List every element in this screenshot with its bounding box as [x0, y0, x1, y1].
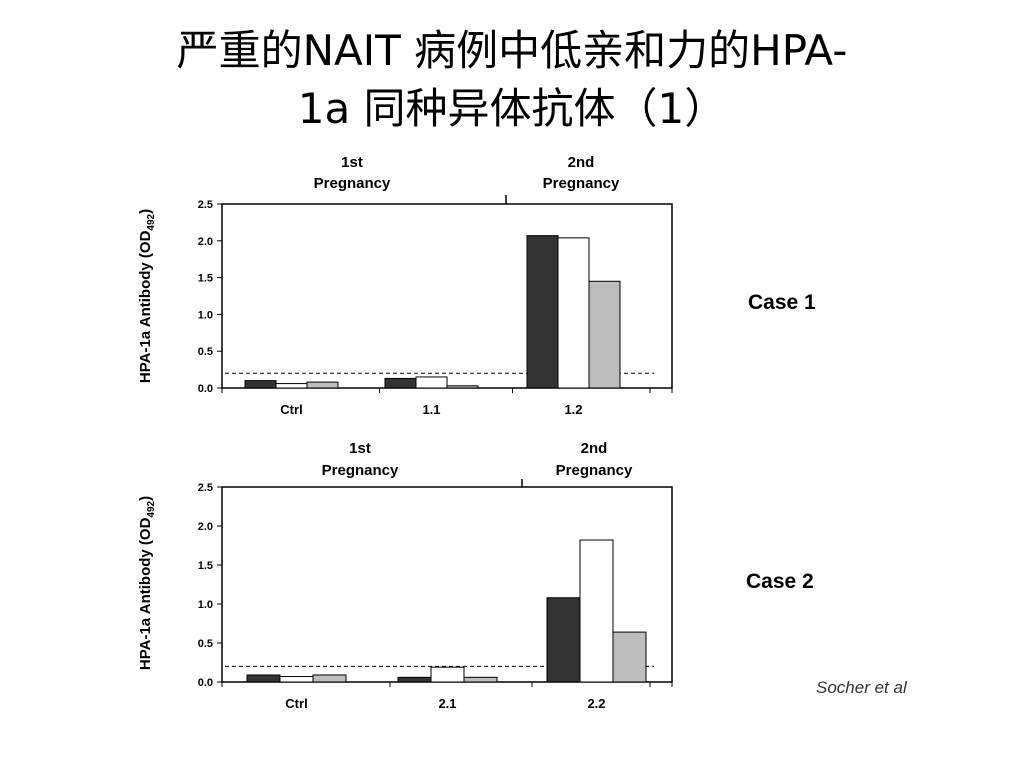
chart-2-ytick-label: 1.0 [198, 599, 213, 611]
chart-2-bar-s1-2.1 [397, 676, 432, 683]
chart-1-ytick-label: 2.5 [198, 199, 213, 211]
chart-2-bar-s2-Ctrl [279, 676, 314, 683]
chart-2-bar-s1-Ctrl [246, 674, 281, 683]
chart-1-bar-s3-1.2 [588, 280, 621, 389]
chart-1-ytick-label: 1.5 [198, 273, 213, 285]
chart-1-bar-s3-Ctrl [306, 381, 339, 389]
chart-1-bar-s1-1.2 [526, 235, 559, 389]
chart-2-bar-s2-2.1 [430, 666, 465, 683]
chart-2-ytick-label: 0.5 [198, 638, 213, 650]
case-2-label: Case 2 [746, 570, 814, 593]
chart-2-category-label: 2.1 [438, 696, 456, 711]
case-1-label: Case 1 [748, 291, 816, 314]
source-citation: Socher et al [816, 678, 907, 697]
chart-2-bar-s2-2.2 [579, 539, 614, 683]
chart-2-ytick-label: 0.0 [198, 677, 213, 689]
chart-2-bar-s3-2.2 [612, 631, 647, 683]
chart-2-ytick-label: 2.0 [198, 521, 213, 533]
chart-2-pregnancy2-ordinal: 2nd [581, 440, 608, 457]
chart-1-ylabel-close: ) [137, 209, 154, 214]
chart-1-bar-s2-1.1 [415, 376, 448, 389]
chart-2-ylabel: HPA-1a Antibody (OD492) [137, 496, 157, 670]
chart-1-pregnancy1-word: Pregnancy [314, 175, 391, 192]
title-line-1: 严重的NAIT 病例中低亲和力的HPA- [176, 26, 848, 75]
chart-1-bar-s2-1.2 [557, 237, 590, 389]
chart-2-category-label: Ctrl [285, 696, 307, 711]
chart-1-category-label: 1.2 [564, 402, 582, 417]
chart-1-bar-s3-1.1 [446, 385, 479, 389]
chart-2-pregnancy1-ordinal: 1st [349, 440, 371, 457]
slide-title: 严重的NAIT 病例中低亲和力的HPA- 1a 同种异体抗体（1） [0, 22, 1024, 138]
chart-1-ytick-label: 0.0 [198, 383, 213, 395]
chart-1-ylabel-sub: 492 [146, 213, 157, 230]
chart-2-bar-s1-2.2 [546, 597, 581, 683]
chart-2-ytick-label: 1.5 [198, 560, 213, 572]
chart-1-pregnancy2-ordinal: 2nd [568, 154, 595, 171]
chart-1-ylabel-main: HPA-1a Antibody (OD [137, 230, 154, 383]
chart-1-ytick-label: 1.0 [198, 309, 213, 321]
chart-1-ylabel: HPA-1a Antibody (OD492) [137, 209, 157, 383]
chart-1-bar-s2-Ctrl [275, 383, 308, 389]
chart-2-bar-s3-Ctrl [312, 674, 347, 683]
chart-2-category-label: 2.2 [587, 696, 605, 711]
chart-1-category-label: 1.1 [422, 402, 440, 417]
chart-2-ylabel-main: HPA-1a Antibody (OD [137, 517, 154, 670]
chart-1-bar-s1-Ctrl [244, 380, 277, 389]
chart-2-bar-s3-2.1 [463, 676, 498, 683]
chart-1-pregnancy2-word: Pregnancy [543, 175, 620, 192]
chart-2-ylabel-close: ) [137, 496, 154, 501]
title-line-2: 1a 同种异体抗体（1） [297, 84, 727, 133]
chart-2-pregnancy2-word: Pregnancy [556, 462, 633, 479]
chart-1-pregnancy1-ordinal: 1st [341, 154, 363, 171]
chart-1-ytick-label: 0.5 [198, 346, 213, 358]
chart-2-ylabel-sub: 492 [146, 500, 157, 517]
chart-2-ytick-label: 2.5 [198, 482, 213, 494]
chart-2-pregnancy1-word: Pregnancy [322, 462, 399, 479]
chart-1-category-label: Ctrl [280, 402, 302, 417]
chart-1-ytick-label: 2.0 [198, 236, 213, 248]
chart-1-bar-s1-1.1 [384, 377, 417, 389]
